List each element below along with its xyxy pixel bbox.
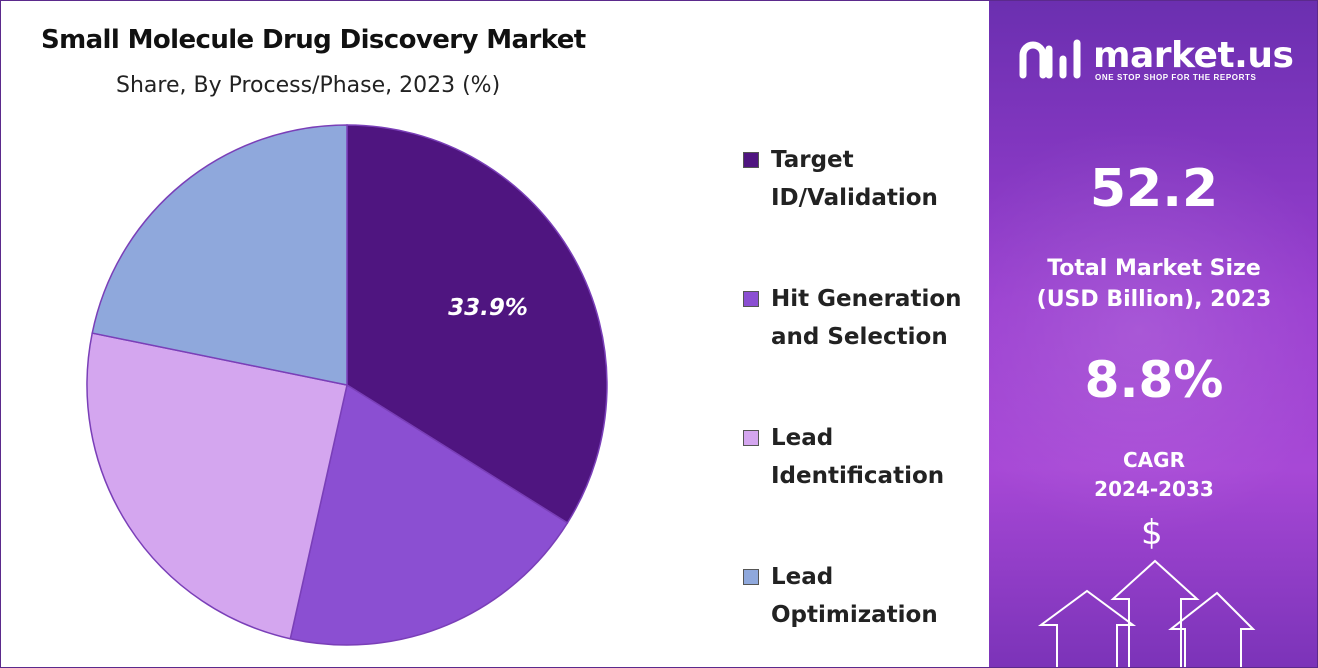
brand-tagline: ONE STOP SHOP FOR THE REPORTS bbox=[1095, 73, 1257, 82]
dollar-icon: $ bbox=[1141, 513, 1163, 553]
legend-swatch bbox=[743, 569, 759, 585]
pie-slice-hit-generation-and-selection bbox=[289, 383, 569, 646]
cagr-label: CAGR 2024-2033 bbox=[1094, 448, 1214, 501]
chart-subtitle: Share, By Process/Phase, 2023 (%) bbox=[116, 73, 501, 98]
legend-swatch bbox=[743, 291, 759, 307]
cagr-value: 8.8% bbox=[1084, 351, 1224, 409]
legend-label: Target ID/Validation bbox=[771, 147, 938, 211]
chart-title: Small Molecule Drug Discovery Market bbox=[41, 25, 586, 55]
pie-slice-lead-identification bbox=[86, 332, 348, 640]
legend-swatch bbox=[743, 152, 759, 168]
growth-arrows-icon bbox=[1037, 559, 1256, 667]
panel-glow bbox=[989, 121, 1317, 541]
pie-chart: 33.9% bbox=[86, 124, 608, 646]
market-us-logo-icon bbox=[1019, 39, 1081, 79]
brand-name: market.us bbox=[1093, 35, 1294, 76]
summary-panel: market.us ONE STOP SHOP FOR THE REPORTS … bbox=[989, 1, 1317, 667]
legend-label: Lead Optimization bbox=[771, 564, 938, 628]
legend-swatch bbox=[743, 430, 759, 446]
market-size-value: 52.2 bbox=[1089, 159, 1219, 219]
legend-label: Hit Generation and Selection bbox=[771, 286, 962, 350]
pie-data-label: 33.9% bbox=[448, 295, 528, 321]
market-size-label: Total Market Size (USD Billion), 2023 bbox=[1036, 256, 1272, 312]
brand-logo: market.us ONE STOP SHOP FOR THE REPORTS bbox=[1019, 35, 1299, 89]
pie-slice-target-id-validation bbox=[346, 124, 608, 524]
pie-slice-lead-optimization bbox=[91, 124, 348, 386]
legend-label: Lead Identification bbox=[771, 425, 945, 489]
